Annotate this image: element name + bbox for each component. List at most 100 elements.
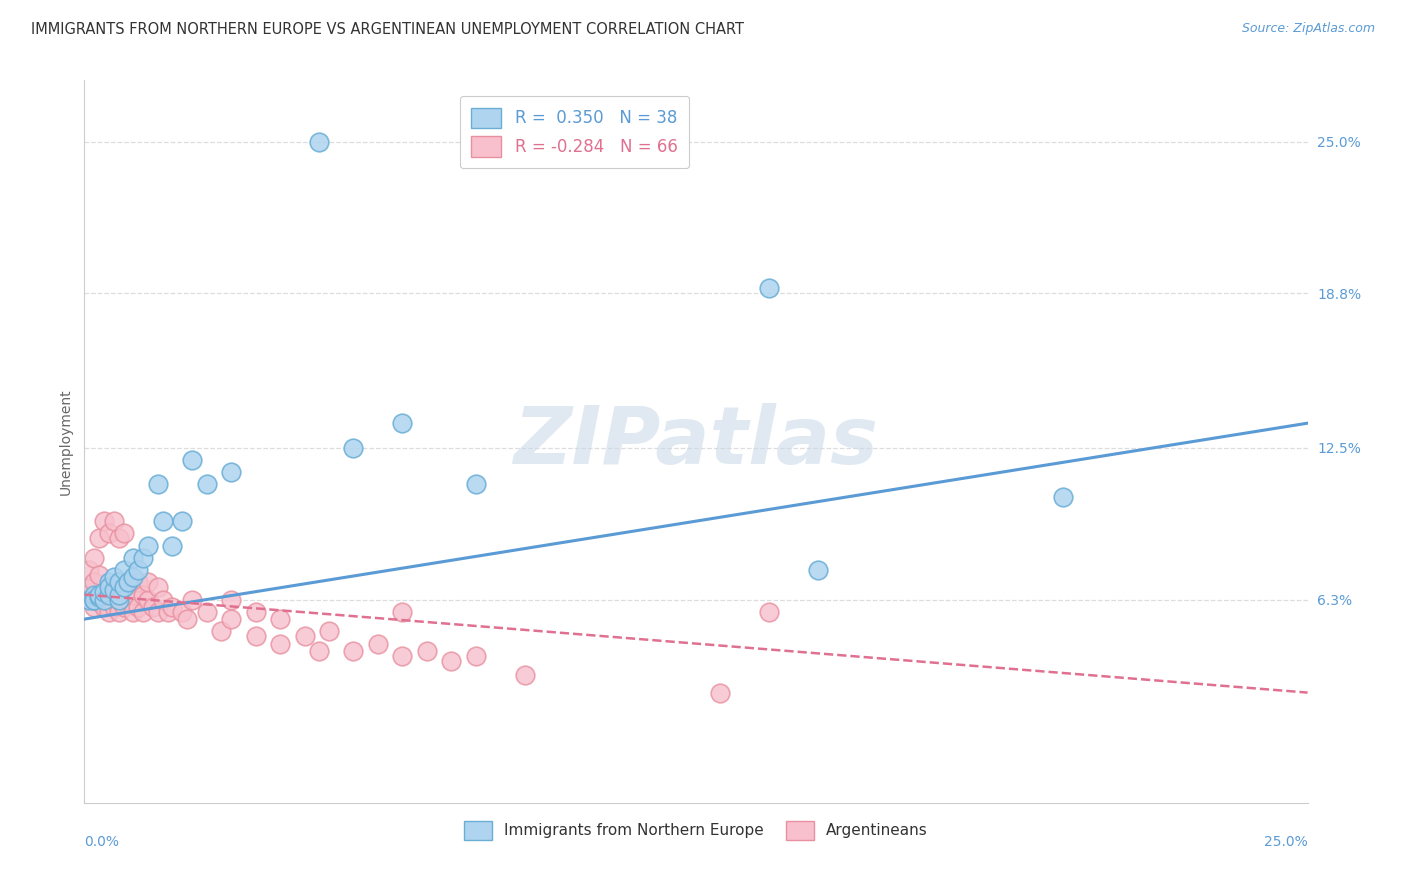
Point [97, 575, 120, 590]
Point [176, 612, 198, 626]
Point [122, 550, 145, 565]
Point [146, 580, 169, 594]
Point [152, 514, 174, 528]
Point [87, 595, 110, 609]
Point [97, 588, 120, 602]
Point [77, 563, 100, 577]
Point [416, 644, 439, 658]
Point [219, 465, 242, 479]
Point [245, 605, 267, 619]
Point [112, 563, 135, 577]
Point [146, 605, 169, 619]
Point [83, 592, 105, 607]
Point [391, 416, 413, 430]
Point [195, 477, 218, 491]
Point [391, 648, 413, 663]
Point [93, 585, 115, 599]
Point [152, 592, 174, 607]
Point [440, 654, 463, 668]
Point [132, 588, 155, 602]
Point [464, 477, 486, 491]
Point [103, 599, 125, 614]
Point [1052, 490, 1074, 504]
Point [807, 563, 830, 577]
Point [87, 590, 110, 604]
Point [219, 612, 242, 626]
Point [172, 514, 194, 528]
Point [117, 575, 139, 590]
Point [136, 575, 159, 590]
Point [181, 453, 204, 467]
Point [122, 570, 145, 584]
Point [219, 592, 242, 607]
Point [758, 605, 780, 619]
Legend: Immigrants from Northern Europe, Argentineans: Immigrants from Northern Europe, Argenti… [458, 815, 934, 846]
Point [103, 570, 125, 584]
Point [77, 588, 100, 602]
Point [127, 575, 149, 590]
Point [87, 588, 110, 602]
Point [136, 539, 159, 553]
Point [83, 575, 105, 590]
Point [308, 135, 330, 149]
Point [107, 575, 129, 590]
Point [245, 629, 267, 643]
Point [97, 592, 120, 607]
Text: 0.0%: 0.0% [84, 835, 120, 849]
Y-axis label: Unemployment: Unemployment [59, 388, 73, 495]
Point [112, 599, 135, 614]
Point [146, 477, 169, 491]
Point [709, 685, 731, 699]
Point [172, 605, 194, 619]
Point [97, 526, 120, 541]
Point [87, 568, 110, 582]
Point [294, 629, 316, 643]
Point [269, 612, 291, 626]
Point [209, 624, 232, 639]
Point [127, 563, 149, 577]
Point [103, 588, 125, 602]
Point [162, 599, 184, 614]
Point [142, 599, 165, 614]
Point [367, 637, 389, 651]
Point [83, 550, 105, 565]
Point [132, 550, 155, 565]
Point [107, 605, 129, 619]
Point [136, 592, 159, 607]
Point [97, 605, 120, 619]
Point [122, 588, 145, 602]
Text: ZIPatlas: ZIPatlas [513, 402, 879, 481]
Point [162, 539, 184, 553]
Point [127, 599, 149, 614]
Point [464, 648, 486, 663]
Point [97, 580, 120, 594]
Point [758, 281, 780, 295]
Point [269, 637, 291, 651]
Point [112, 580, 135, 594]
Point [87, 588, 110, 602]
Text: Source: ZipAtlas.com: Source: ZipAtlas.com [1241, 22, 1375, 36]
Text: 25.0%: 25.0% [1264, 835, 1308, 849]
Point [181, 592, 204, 607]
Text: IMMIGRANTS FROM NORTHERN EUROPE VS ARGENTINEAN UNEMPLOYMENT CORRELATION CHART: IMMIGRANTS FROM NORTHERN EUROPE VS ARGEN… [31, 22, 744, 37]
Point [195, 605, 218, 619]
Point [83, 592, 105, 607]
Point [93, 588, 115, 602]
Point [112, 526, 135, 541]
Point [132, 605, 155, 619]
Point [391, 605, 413, 619]
Point [103, 582, 125, 597]
Point [93, 514, 115, 528]
Point [318, 624, 340, 639]
Point [77, 580, 100, 594]
Point [83, 588, 105, 602]
Point [117, 592, 139, 607]
Point [342, 441, 364, 455]
Point [308, 644, 330, 658]
Point [513, 668, 536, 682]
Point [93, 592, 115, 607]
Point [83, 592, 105, 607]
Point [122, 605, 145, 619]
Point [93, 599, 115, 614]
Point [107, 592, 129, 607]
